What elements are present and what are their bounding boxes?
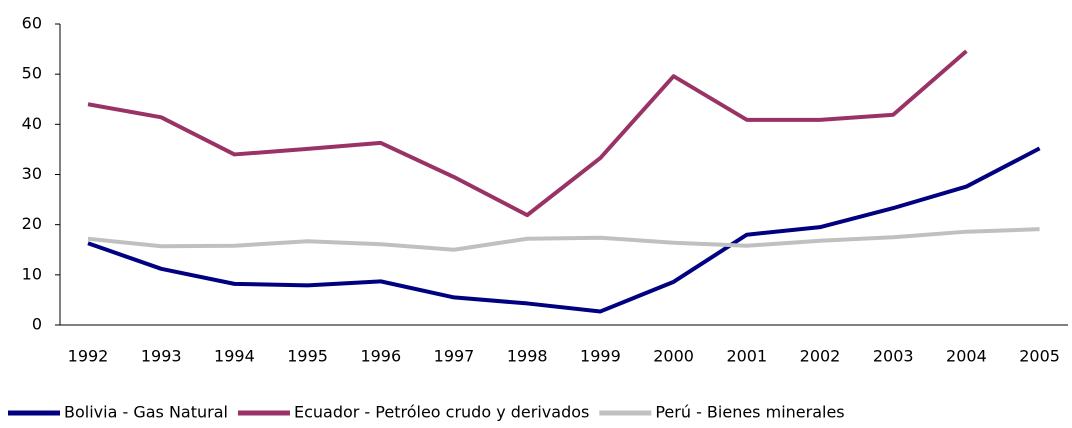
x-tick-label: 1998 [507,347,548,366]
x-tick-label: 1999 [580,347,621,366]
series-line [87,146,1041,314]
y-tick-label: 20 [22,214,42,233]
x-tick-label: 1996 [360,347,401,366]
legend-label: Perú - Bienes minerales [655,403,844,422]
legend-label: Bolivia - Gas Natural [64,403,228,422]
x-tick-label: 1992 [68,347,109,366]
x-tick-label: 1997 [434,347,475,366]
y-tick-label: 30 [22,164,42,183]
x-tick-label: 1995 [287,347,328,366]
legend-label: Ecuador - Petróleo crudo y derivados [294,403,589,422]
series-line [87,227,1040,252]
x-tick-label: 1994 [214,347,255,366]
y-tick-label: 0 [32,315,42,334]
x-tick-label: 1993 [141,347,182,366]
y-tick-label: 60 [22,14,42,33]
x-tick-label: 2000 [653,347,694,366]
x-tick-label: 2005 [1019,347,1060,366]
y-tick-label: 40 [22,114,42,133]
x-tick-label: 2003 [873,347,914,366]
x-tick-label: 2004 [946,347,987,366]
series-line [87,49,968,218]
y-tick-label: 10 [22,264,42,283]
x-tick-label: 2001 [726,347,767,366]
x-tick-label: 2002 [800,347,841,366]
y-tick-label: 50 [22,64,42,83]
